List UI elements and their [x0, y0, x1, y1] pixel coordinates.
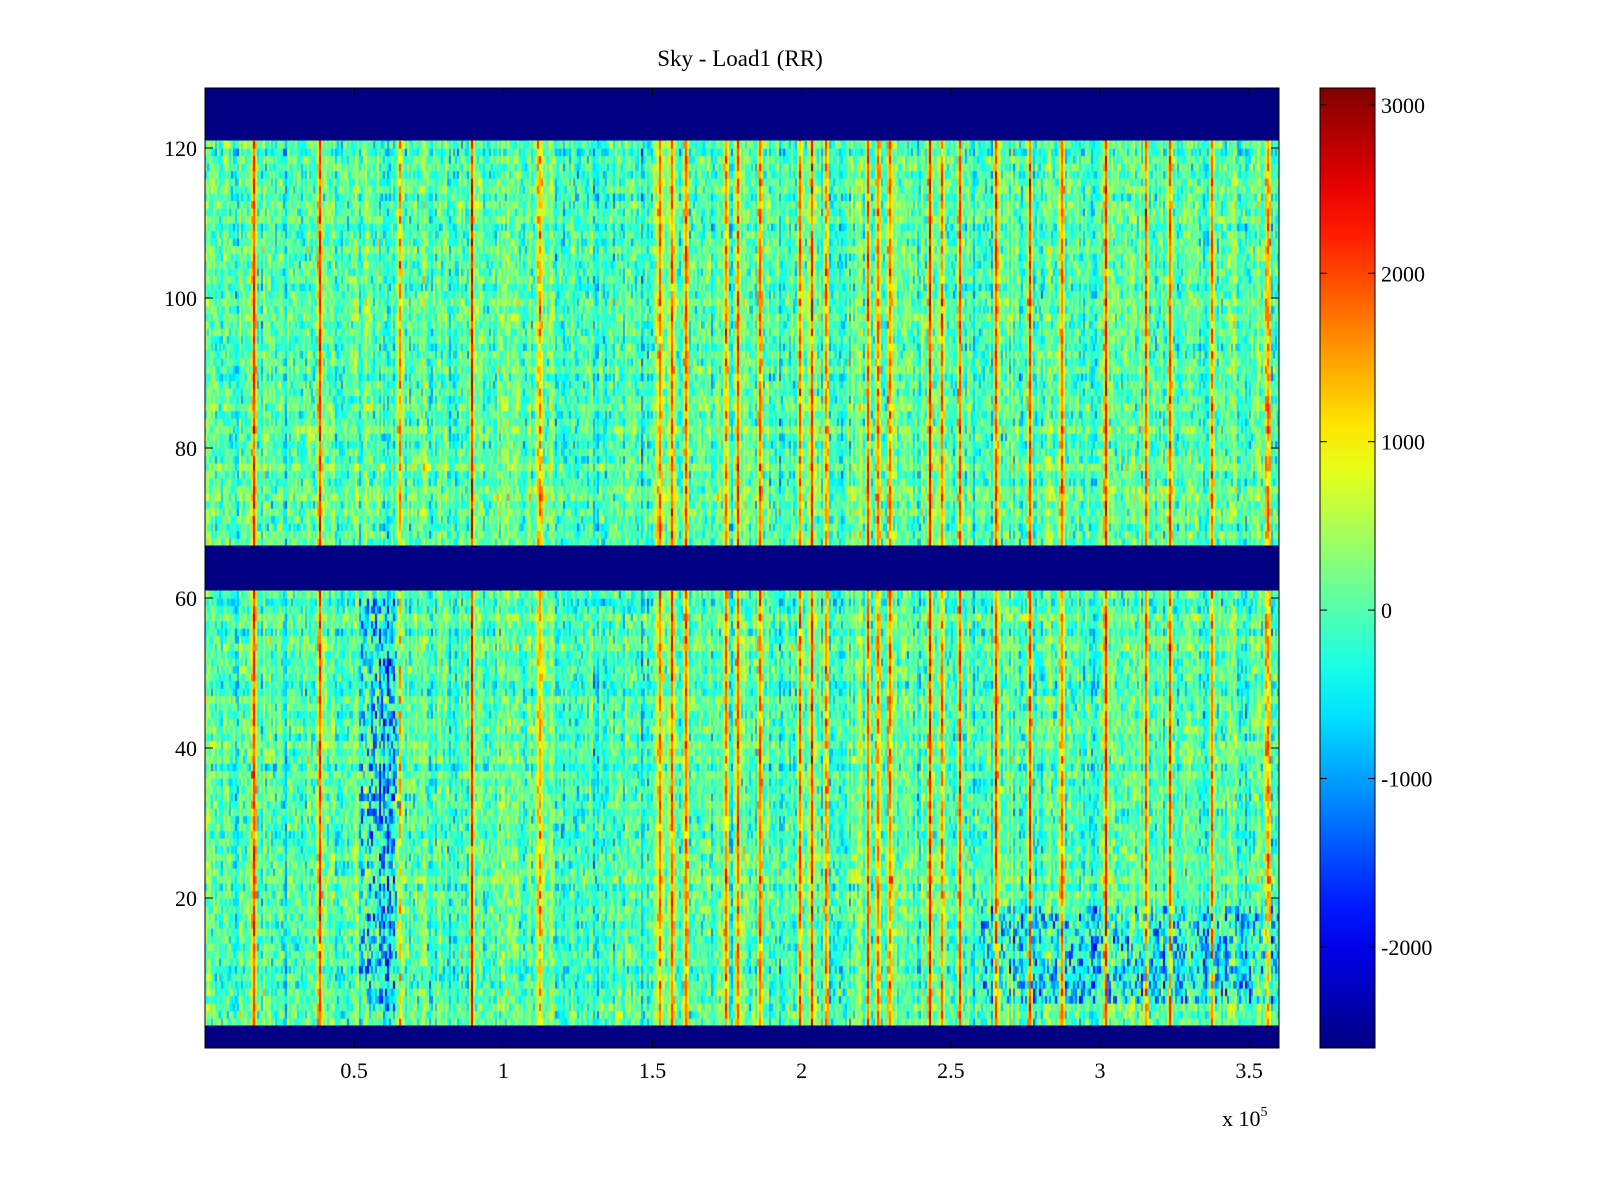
masked-band-0 [205, 1025, 1279, 1048]
colorbar-axis: 3000 2000 1000 0 -1000 -2000 [1320, 93, 1432, 960]
colorbar-tick-label: 2000 [1381, 261, 1425, 286]
x-tick-label: 2.5 [937, 1058, 965, 1083]
x-multiplier-base: x 10 [1222, 1106, 1261, 1131]
x-tick-label: 1 [498, 1058, 509, 1083]
masked-bands [205, 88, 1279, 1048]
x-tick-label: 1.5 [639, 1058, 667, 1083]
y-tick-label: 80 [175, 436, 197, 461]
y-tick-label: 60 [175, 586, 197, 611]
colorbar-tick-label: 1000 [1381, 430, 1425, 455]
colorbar-tick-label: 3000 [1381, 93, 1425, 118]
chart-title: Sky - Load1 (RR) [657, 46, 822, 71]
x-tick-label: 3 [1095, 1058, 1106, 1083]
x-axis-multiplier: x 105 [1222, 1105, 1268, 1131]
masked-band-1 [205, 545, 1279, 591]
y-tick-label: 20 [175, 886, 197, 911]
x-axis: 0.5 1 1.5 2 2.5 3 3.5 [340, 88, 1263, 1083]
x-tick-label: 0.5 [340, 1058, 368, 1083]
x-tick-label: 3.5 [1235, 1058, 1263, 1083]
x-tick-label: 2 [796, 1058, 807, 1083]
plot-frame [204, 87, 1280, 1049]
y-tick-label: 100 [164, 286, 197, 311]
x-multiplier-exponent: 5 [1261, 1105, 1268, 1120]
masked-band-2 [205, 88, 1279, 141]
colorbar-tick-label: -2000 [1381, 935, 1432, 960]
colorbar-tick-label: -1000 [1381, 767, 1432, 792]
colorbar-tick-label: 0 [1381, 598, 1392, 623]
colorbar [1319, 87, 1376, 1049]
y-tick-label: 40 [175, 736, 197, 761]
y-tick-label: 120 [164, 136, 197, 161]
y-axis: 20 40 60 80 100 120 [164, 136, 1279, 911]
